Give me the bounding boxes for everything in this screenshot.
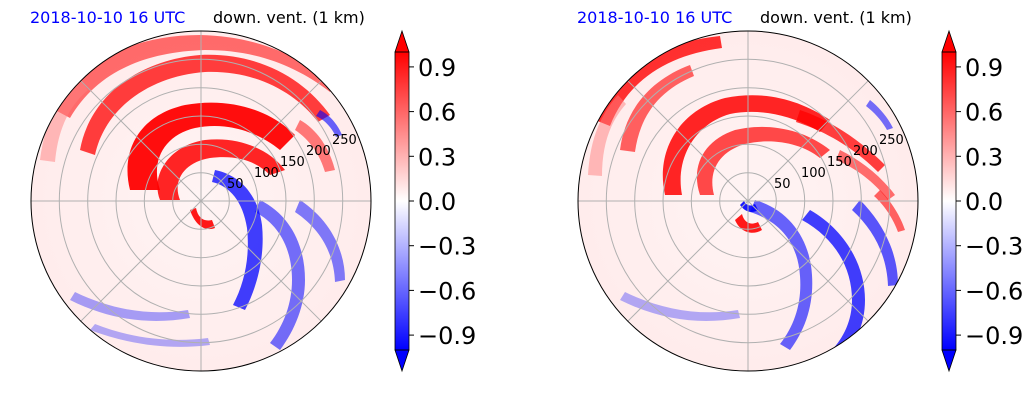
title-date: 2018-10-10 16 UTC (577, 8, 732, 27)
polar-grid (578, 31, 918, 371)
radial-label: 50 (227, 177, 244, 192)
colorbar-body (942, 52, 956, 350)
colorbar-tick-label: −0.9 (965, 322, 1023, 350)
colorbar-tick-label: 0.0 (965, 188, 1003, 216)
colorbar-body (395, 52, 409, 350)
colorbar-tick-label: −0.6 (418, 277, 476, 305)
radial-label: 200 (853, 144, 878, 159)
blue-bands (620, 100, 898, 360)
colorbar-tick-label: 0.3 (965, 143, 1003, 171)
colorbar-extend-min (941, 349, 957, 373)
colorbar-ticks: 0.9 0.6 0.3 0.0 −0.3 −0.6 −0.9 (409, 54, 476, 350)
radial-label: 150 (827, 155, 852, 170)
colorbar-tick-label: 0.9 (965, 54, 1003, 82)
title-date: 2018-10-10 16 UTC (30, 8, 185, 27)
colorbar-tick-label: −0.3 (965, 233, 1023, 261)
radial-labels: 50 100 150 200 250 (774, 133, 904, 192)
polar-panel-left: 2018-10-10 16 UTC down. vent. (1 km) (30, 8, 476, 373)
polar-grid (31, 31, 371, 371)
colorbar-tick-label: 0.9 (418, 54, 456, 82)
polar-frame (30, 30, 372, 372)
colorbar-tick-label: −0.3 (418, 233, 476, 261)
radial-label: 250 (879, 133, 904, 148)
polar-panel-right: 2018-10-10 16 UTC down. vent. (1 km) (577, 8, 1023, 373)
colorbar-extend-min (394, 349, 410, 373)
colorbar-extend-max (394, 29, 410, 53)
colorbar-extend-max (941, 29, 957, 53)
colorbar-tick-label: 0.3 (418, 143, 456, 171)
grid-spoke (80, 80, 322, 322)
colorbar-tick-label: 0.6 (965, 99, 1003, 127)
radial-label: 200 (306, 144, 331, 159)
colorbar-tick-label: 0.0 (418, 188, 456, 216)
colorbar-tick-label: −0.9 (418, 322, 476, 350)
radial-label: 250 (332, 133, 357, 148)
blue-bands (70, 110, 345, 350)
title-field: down. vent. (1 km) (760, 8, 912, 27)
red-bands (45, 35, 335, 230)
radial-label: 100 (254, 166, 279, 181)
radial-label: 150 (280, 155, 305, 170)
colorbar-left: 0.9 0.6 0.3 0.0 −0.3 −0.6 −0.9 (394, 29, 476, 373)
radial-label: 100 (801, 166, 826, 181)
colorbar-right: 0.9 0.6 0.3 0.0 −0.3 −0.6 −0.9 (941, 29, 1023, 373)
polar-frame (577, 30, 919, 372)
radial-label: 50 (774, 177, 791, 192)
colorbar-tick-label: 0.6 (418, 99, 456, 127)
light-band (588, 95, 626, 176)
colorbar-ticks: 0.9 0.6 0.3 0.0 −0.3 −0.6 −0.9 (956, 54, 1023, 350)
light-band (40, 80, 88, 162)
radial-labels: 50 100 150 200 250 (227, 133, 357, 192)
colorbar-tick-label: −0.6 (965, 277, 1023, 305)
title-field: down. vent. (1 km) (213, 8, 365, 27)
grid-spoke (627, 80, 869, 322)
